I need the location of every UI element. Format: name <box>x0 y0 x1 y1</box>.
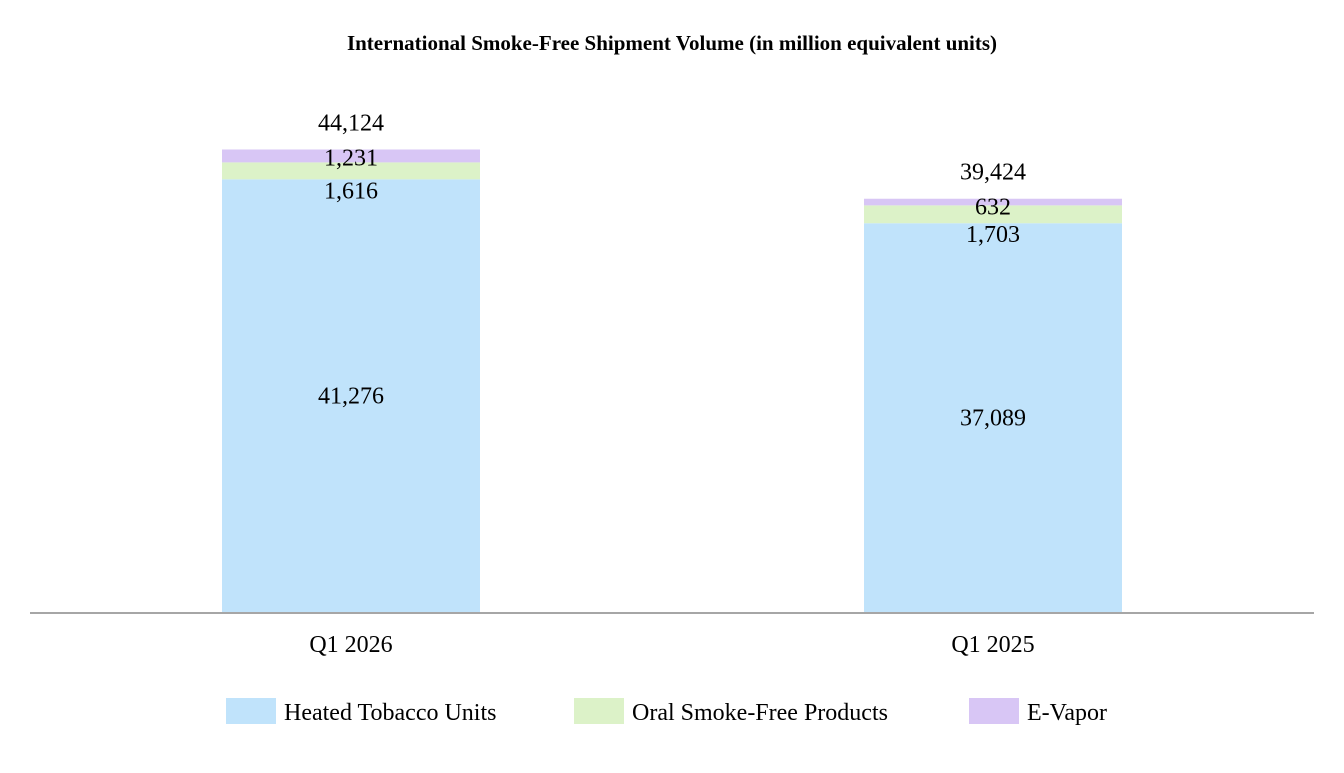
bars-group <box>222 149 1122 612</box>
legend-label-heated-tobacco-units: Heated Tobacco Units <box>284 700 496 726</box>
legend-swatch-e-vapor <box>969 698 1019 724</box>
data-label-total-0: 44,124 <box>318 110 384 136</box>
legend: Heated Tobacco Units Oral Smoke-Free Prod… <box>226 698 1107 726</box>
bar-segment-oral-smoke-free-products-0 <box>222 162 480 180</box>
data-label-evapor-1: 632 <box>975 195 1011 221</box>
x-tick-label-1: Q1 2025 <box>951 632 1034 658</box>
chart-title: International Smoke-Free Shipment Volume… <box>347 31 997 55</box>
bar-segment-heated-tobacco-units-0 <box>222 179 480 612</box>
data-label-htu-1: 37,089 <box>960 406 1026 432</box>
data-label-htu-0: 41,276 <box>318 384 384 410</box>
bar-segment-e-vapor-1 <box>864 198 1122 206</box>
bar-segment-e-vapor-0 <box>222 149 480 163</box>
data-label-evapor-0: 1,231 <box>324 145 378 171</box>
data-label-oral-0: 1,616 <box>324 178 378 204</box>
data-label-oral-1: 1,703 <box>966 222 1020 248</box>
x-tick-labels: Q1 2026 Q1 2025 <box>309 632 1034 658</box>
x-tick-label-0: Q1 2026 <box>309 632 392 658</box>
bar-segment-heated-tobacco-units-1 <box>864 223 1122 612</box>
data-label-total-1: 39,424 <box>960 160 1026 186</box>
legend-label-e-vapor: E-Vapor <box>1027 700 1107 726</box>
legend-swatch-oral-smoke-free-products <box>574 698 624 724</box>
bar-segment-oral-smoke-free-products-1 <box>864 205 1122 224</box>
legend-swatch-heated-tobacco-units <box>226 698 276 724</box>
legend-label-oral-smoke-free-products: Oral Smoke-Free Products <box>632 700 888 726</box>
